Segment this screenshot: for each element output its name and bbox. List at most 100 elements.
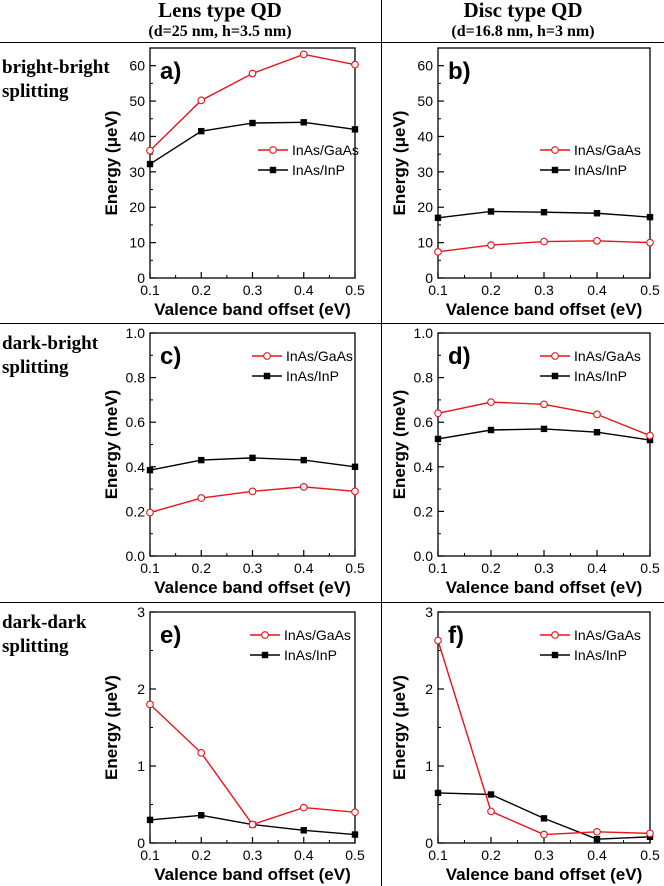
y-tick-label: 20 [417,199,433,215]
legend-marker [551,651,559,659]
data-point-InAs-GaAs [146,700,154,709]
data-point-InAs-InP [593,210,601,217]
legend-marker [269,166,277,174]
legend-label: InAs/InP [284,647,337,663]
chart-e-ylabel: Energy (μeV) [102,675,121,780]
data-point-InAs-GaAs [351,808,359,817]
x-tick-label: 0.5 [345,560,365,576]
row-label-line2: splitting [2,81,69,102]
data-point-InAs-InP [593,429,601,436]
y-tick-label: 0.6 [126,414,146,430]
x-tick-label: 0.3 [534,560,554,576]
x-tick-label: 0.1 [140,282,160,298]
y-tick-label: 50 [417,93,433,109]
x-tick-label: 0.5 [640,560,660,576]
x-tick-label: 0.4 [294,560,314,576]
y-tick-label: 0 [137,270,145,286]
x-tick-label: 0.3 [534,847,554,863]
y-tick-label: 1.0 [414,325,434,341]
y-tick-label: 2 [137,681,145,697]
chart-d-panel-label: d) [448,343,471,370]
y-tick-label: 60 [129,58,145,74]
data-point-InAs-InP [540,425,548,433]
legend-label: InAs/GaAs [574,348,641,364]
data-point-InAs-GaAs [299,50,308,59]
data-point-InAs-GaAs [593,827,601,836]
y-tick-label: 30 [417,164,433,180]
data-point-InAs-InP [198,812,205,819]
row-divider-middle [0,323,664,324]
legend-label: InAs/InP [286,368,339,384]
data-point-InAs-GaAs [299,803,308,812]
y-tick-label: 0.4 [414,459,434,475]
data-point-InAs-GaAs [646,431,654,440]
chart-b-xlabel: Valence band offset (eV) [446,300,643,319]
data-point-InAs-InP [540,208,548,216]
data-point-InAs-InP [249,119,256,127]
column-title-lens: Lens type QD [158,0,282,22]
chart-c-ylabel: Energy (meV) [102,390,121,500]
x-tick-label: 0.3 [243,282,263,298]
data-point-InAs-GaAs [646,829,654,838]
x-tick-label: 0.3 [243,560,263,576]
legend-marker [261,651,269,659]
x-tick-label: 0.3 [534,282,554,298]
chart-a-panel-label: a) [160,58,181,85]
x-tick-label: 0.2 [481,560,501,576]
x-tick-label: 0.4 [294,282,314,298]
x-tick-label: 0.1 [428,560,448,576]
y-tick-label: 60 [417,58,433,74]
data-point-InAs-InP [351,126,359,133]
x-tick-label: 0.2 [192,282,212,298]
data-point-InAs-InP [540,815,548,822]
y-tick-label: 0.8 [126,370,146,386]
y-tick-label: 3 [425,604,433,620]
legend-marker [263,352,271,360]
data-point-InAs-InP [351,463,359,470]
data-point-InAs-InP [146,466,154,474]
y-tick-label: 0.6 [414,414,434,430]
data-point-InAs-GaAs [593,236,601,245]
data-point-InAs-GaAs [487,398,495,406]
data-point-InAs-GaAs [248,487,257,496]
x-tick-label: 0.5 [345,282,365,298]
column-subtitle-disc: (d=16.8 nm, h=3 nm) [451,23,595,40]
x-tick-label: 0.5 [345,847,365,863]
y-tick-label: 3 [137,604,145,620]
data-point-InAs-GaAs [197,494,206,502]
row-label-dark-dark: dark-dark splitting [2,611,86,659]
data-point-InAs-GaAs [646,238,654,247]
legend-marker [551,631,559,639]
data-point-InAs-GaAs [540,830,548,839]
x-tick-label: 0.4 [587,282,607,298]
data-point-InAs-InP [487,208,495,215]
x-tick-label: 0.5 [640,847,660,863]
data-point-InAs-InP [487,426,495,434]
y-tick-label: 0.8 [414,370,434,386]
chart-b-panel-label: b) [448,58,471,85]
series-line-InAs-GaAs [437,640,651,836]
y-tick-label: 1 [137,758,145,774]
data-point-InAs-GaAs [487,241,495,249]
chart-c-panel-label: c) [160,343,181,370]
data-point-InAs-GaAs [487,807,495,816]
legend-marker [551,372,559,380]
y-tick-label: 0.2 [414,503,434,519]
chart-c-xlabel: Valence band offset (eV) [154,578,351,597]
chart-e-xlabel: Valence band offset (eV) [154,865,351,884]
y-tick-label: 40 [417,128,433,144]
row-label-line1: dark-bright [2,333,99,354]
chart-d-ylabel: Energy (meV) [390,390,409,500]
y-tick-label: 2 [425,681,433,697]
legend-marker [263,372,271,380]
data-point-InAs-InP [300,827,307,834]
row-label-dark-bright: dark-bright splitting [2,332,98,380]
data-point-InAs-GaAs [593,410,601,419]
data-point-InAs-InP [146,160,154,168]
data-point-InAs-InP [146,816,154,824]
y-tick-label: 40 [129,128,145,144]
legend-label: InAs/GaAs [574,627,641,643]
legend-marker [551,146,559,154]
legend-marker [269,146,277,154]
y-tick-label: 30 [129,164,145,180]
